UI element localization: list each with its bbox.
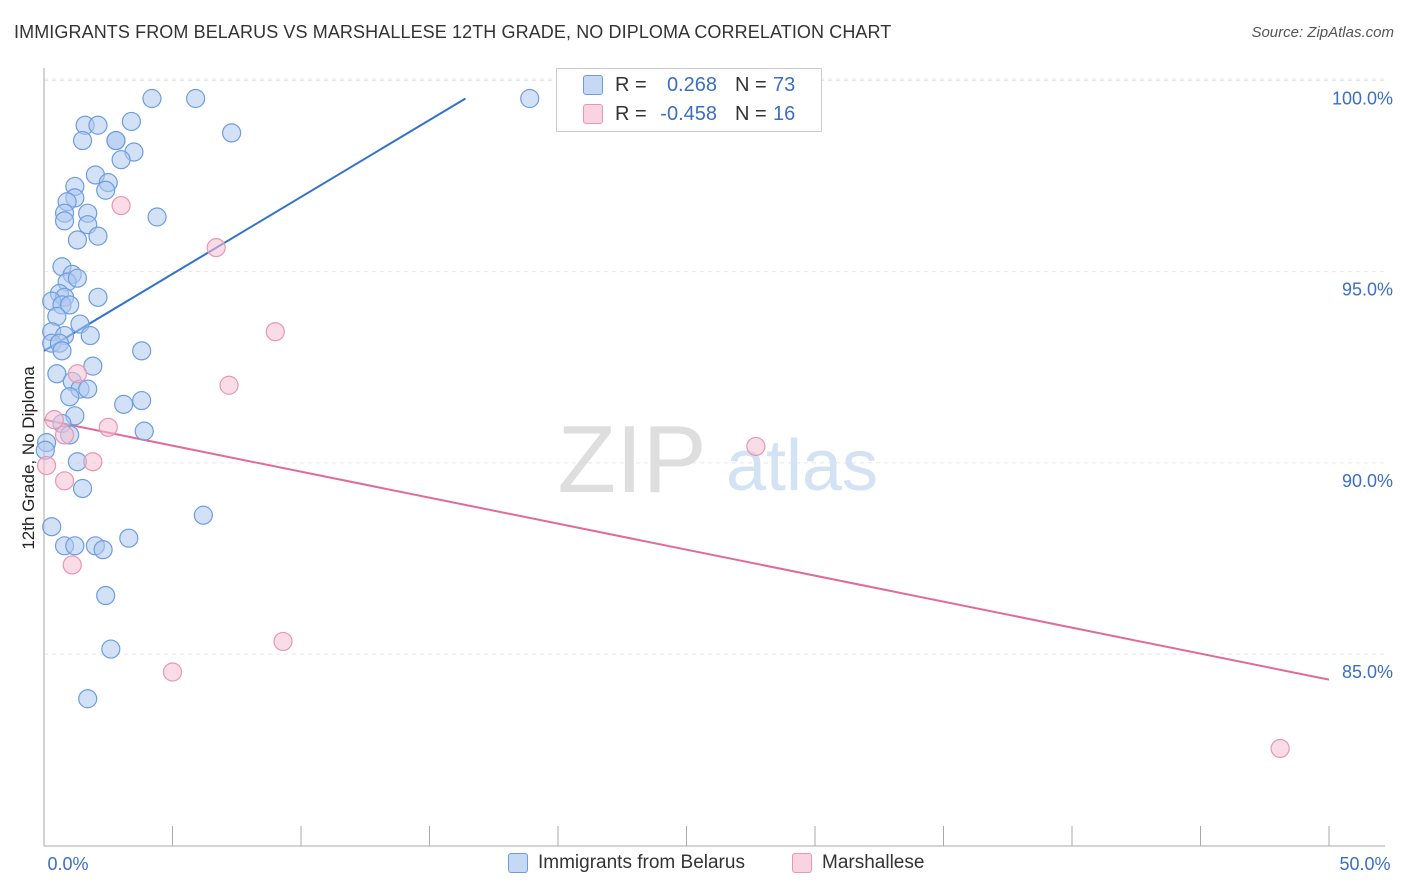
data-point-belarus (142, 88, 162, 109)
legend-label: Immigrants from Belarus (538, 852, 745, 873)
r-label: R = (615, 73, 647, 96)
data-point-belarus (78, 379, 98, 399)
data-point-belarus (96, 180, 116, 200)
axis-layer: 100.0% 95.0% 90.0% 85.0% 0.0% 50.0% (43, 68, 1393, 874)
data-point-belarus (88, 226, 108, 246)
data-point-marshallese (54, 425, 75, 445)
data-point-belarus (121, 111, 141, 132)
data-point-belarus (67, 268, 88, 288)
data-point-marshallese (746, 436, 766, 457)
watermark-atlas: atlas (726, 426, 878, 506)
data-point-marshallese (54, 471, 75, 491)
pink-swatch (792, 853, 812, 873)
data-point-marshallese (265, 322, 285, 342)
y-tick-label: 90.0% (1342, 471, 1393, 491)
data-point-marshallese (162, 662, 183, 682)
data-point-belarus (119, 528, 139, 548)
data-point-belarus (72, 130, 93, 151)
n-value: 16 (773, 102, 796, 125)
data-point-marshallese (36, 455, 57, 476)
data-point-belarus (96, 585, 116, 606)
data-point-marshallese (1270, 738, 1290, 759)
data-point-belarus (60, 387, 80, 407)
watermark-zip: ZIP (557, 406, 706, 513)
n-label: N = (735, 102, 767, 125)
x-tick-label: 0.0% (47, 854, 88, 874)
data-point-belarus (114, 394, 134, 414)
bottom-legend: Immigrants from Belarus Marshallese (0, 852, 1406, 878)
data-point-belarus (132, 390, 152, 411)
y-tick-label: 100.0% (1332, 89, 1393, 109)
data-point-belarus (186, 88, 206, 109)
n-value: 73 (773, 73, 796, 96)
source-label: Source: ZipAtlas.com (1251, 24, 1394, 41)
data-point-belarus (42, 517, 62, 537)
y-tick-label: 95.0% (1342, 280, 1393, 300)
legend-item-marshallese[interactable]: Marshallese (792, 852, 924, 874)
data-point-marshallese (98, 417, 118, 437)
data-point-marshallese (219, 375, 239, 395)
data-point-marshallese (273, 631, 293, 652)
blue-swatch (583, 75, 603, 95)
legend-label: Marshallese (822, 852, 925, 873)
data-point-belarus (54, 211, 75, 231)
data-point-belarus (106, 130, 126, 151)
data-point-belarus (65, 536, 85, 556)
chart-title: IMMIGRANTS FROM BELARUS VS MARSHALLESE 1… (14, 22, 892, 42)
data-point-belarus (222, 123, 242, 143)
grid-layer (44, 78, 1385, 655)
point-layer (35, 88, 1290, 759)
data-point-belarus (132, 341, 152, 361)
data-point-belarus (93, 540, 113, 560)
data-point-marshallese (44, 410, 64, 430)
trendline-marshallese (43, 418, 1330, 681)
blue-swatch (508, 853, 528, 873)
watermark: ZIP atlas (557, 406, 878, 513)
data-point-belarus (111, 150, 131, 170)
trendline-belarus (43, 97, 466, 352)
data-point-belarus (88, 287, 108, 307)
data-point-belarus (520, 88, 540, 109)
data-point-belarus (78, 689, 98, 709)
legend-item-belarus[interactable]: Immigrants from Belarus (508, 852, 745, 874)
data-point-marshallese (62, 555, 82, 575)
data-point-belarus (193, 505, 213, 525)
data-point-belarus (88, 115, 108, 135)
data-point-marshallese (206, 238, 226, 258)
data-point-belarus (83, 356, 103, 376)
r-value: 0.268 (666, 73, 717, 96)
stats-row-pink: R = -0.458 N = 16 (557, 100, 821, 128)
n-label: N = (735, 73, 767, 96)
data-point-marshallese (83, 452, 103, 472)
x-tick-label: 50.0% (1339, 854, 1390, 874)
data-point-belarus (72, 478, 93, 499)
data-point-belarus (52, 341, 72, 361)
trendline-layer (43, 97, 1330, 681)
data-point-belarus (60, 295, 80, 315)
data-point-marshallese (111, 195, 131, 216)
data-point-belarus (67, 230, 88, 250)
y-tick-label: 85.0% (1342, 662, 1393, 682)
data-point-belarus (134, 421, 154, 441)
data-point-marshallese (67, 364, 88, 384)
data-point-belarus (147, 207, 167, 227)
data-point-belarus (47, 364, 67, 384)
data-point-belarus (101, 639, 121, 659)
stats-legend: R = 0.268 N = 73 R = -0.458 N = 16 (556, 68, 822, 132)
r-label: R = (615, 102, 647, 125)
y-axis-label: 12th Grade, No Diploma (19, 366, 38, 550)
pink-swatch (583, 104, 603, 124)
stats-row-blue: R = 0.268 N = 73 (557, 71, 821, 99)
r-value: -0.458 (660, 102, 717, 125)
data-point-belarus (80, 325, 100, 346)
